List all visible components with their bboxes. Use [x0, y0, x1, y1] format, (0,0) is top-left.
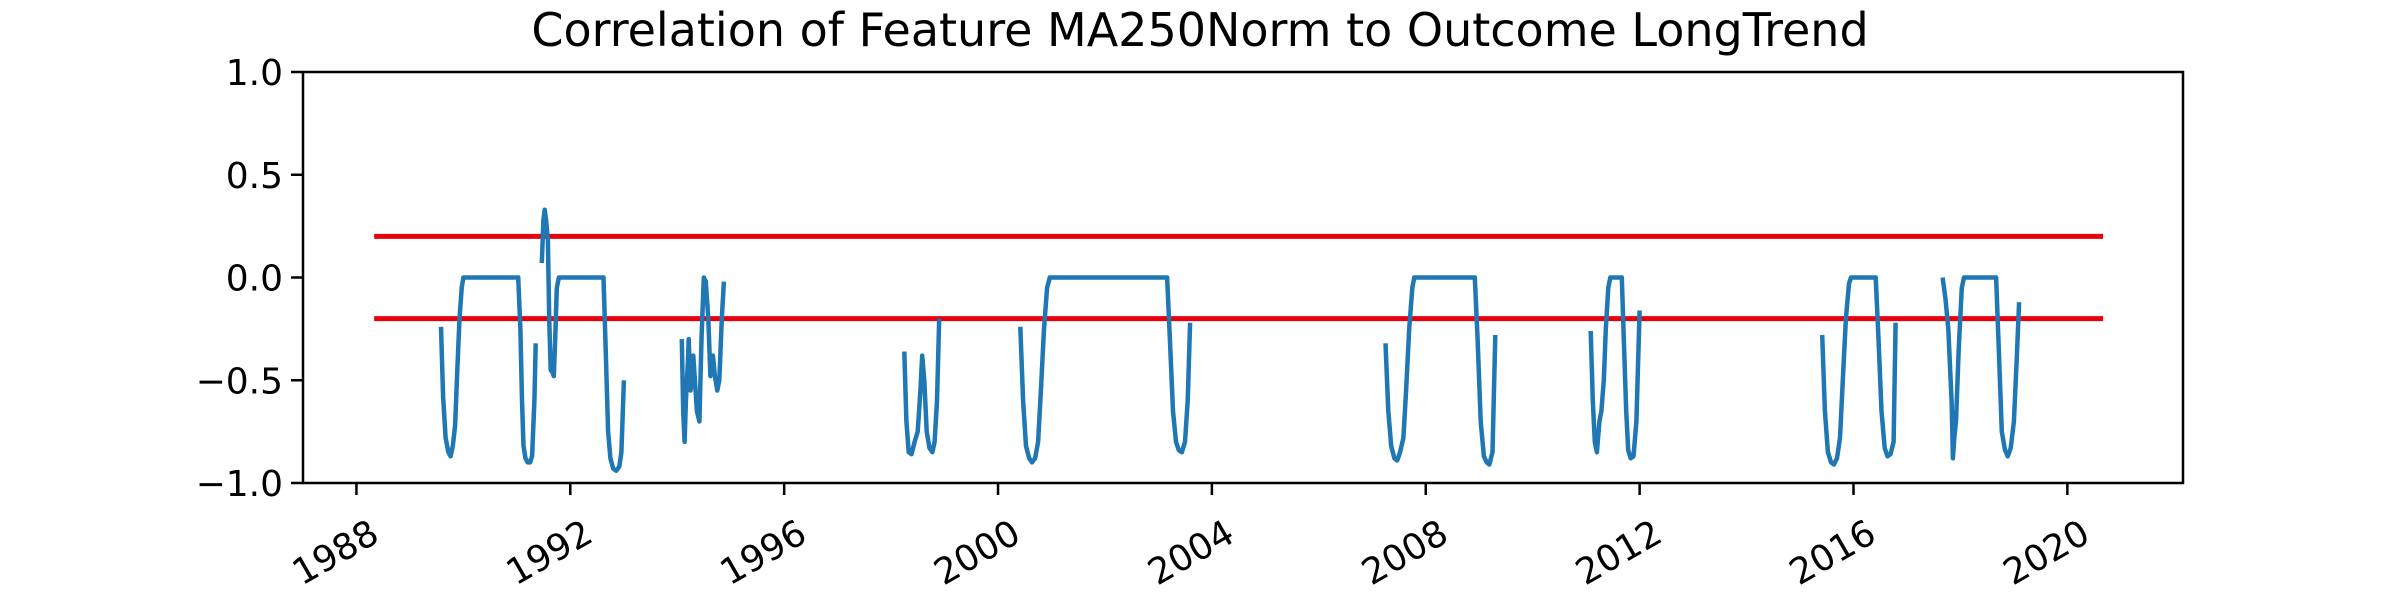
x-axis: 1988 1992 1996 2000 2004 2008 2012 2016 2020 [286, 483, 2097, 594]
x-tick-label: 2012 [1569, 512, 1669, 593]
threshold-lines [374, 233, 2104, 322]
series-segment-2 [539, 207, 627, 473]
x-tick-label: 1992 [500, 512, 600, 593]
x-tick-label: 2000 [927, 512, 1027, 593]
series-segment-4 [902, 318, 942, 457]
y-tick-label: −1.0 [196, 464, 283, 505]
series-segment-6 [1383, 275, 1498, 467]
series-segment-1 [438, 275, 538, 465]
x-tick-label: 2016 [1783, 512, 1883, 593]
x-tick-label: 2008 [1355, 512, 1455, 593]
chart-title: Correlation of Feature MA250Norm to Outc… [531, 3, 1868, 57]
x-tick-label: 1996 [714, 512, 814, 593]
correlation-series [438, 207, 2022, 473]
x-tick-label: 2020 [1997, 512, 2097, 593]
x-tick-label: 2004 [1141, 512, 1241, 593]
series-segment-5 [1018, 275, 1193, 465]
series-segment-9 [1940, 275, 2022, 461]
x-tick-label: 1988 [286, 512, 386, 593]
y-tick-label: 0.0 [226, 259, 283, 300]
y-axis: 1.0 0.5 0.0 −0.5 −1.0 [196, 53, 303, 505]
series-segment-7 [1588, 275, 1642, 461]
series-segment-3 [679, 275, 727, 445]
y-tick-label: 1.0 [226, 53, 283, 94]
y-tick-label: 0.5 [226, 156, 283, 197]
y-tick-label: −0.5 [196, 361, 283, 402]
series-segment-8 [1819, 275, 1898, 467]
